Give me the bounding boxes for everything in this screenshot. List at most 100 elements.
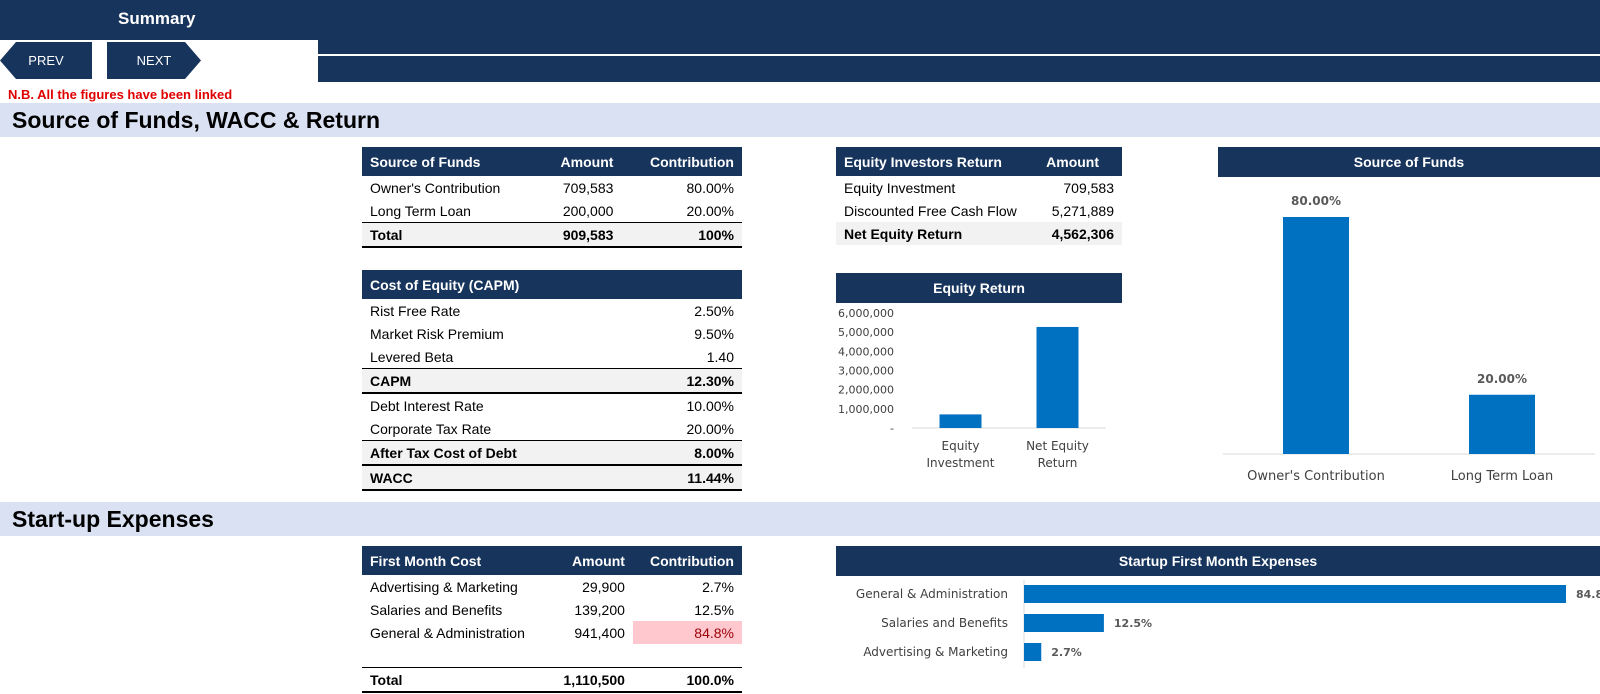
- table-row: Levered Beta 1.40: [362, 345, 742, 369]
- x-tick-label: Owner's Contribution: [1247, 469, 1385, 484]
- section-funds-title: Source of Funds, WACC & Return: [12, 107, 380, 133]
- banner-stripe-lower: [318, 56, 1600, 82]
- table-header: Contribution: [621, 147, 742, 176]
- banner-stripe: [318, 40, 1600, 54]
- row-label: Owner's Contribution: [370, 179, 501, 196]
- table-header: Cost of Equity (CAPM): [362, 270, 742, 299]
- row-label: Rist Free Rate: [370, 302, 461, 319]
- total-amount: 4,562,306: [1038, 222, 1122, 245]
- y-tick-label: 4,000,000: [838, 345, 894, 358]
- row-amount: 941,400: [574, 624, 625, 641]
- table-row: Equity Investment 709,583: [836, 176, 1122, 199]
- row-contribution: 80.00%: [686, 179, 734, 196]
- row-value: 1.40: [706, 348, 734, 365]
- row-amount: 139,200: [574, 601, 625, 618]
- total-label: Net Equity Return: [836, 222, 1039, 245]
- startup-expenses-chart: General & Administration 84.8% Salaries an…: [856, 580, 1600, 668]
- row-label: CAPM: [362, 368, 636, 394]
- row-contribution: 20.00%: [686, 202, 734, 219]
- row-label: Long Term Loan: [370, 202, 471, 219]
- bar: [1469, 394, 1535, 454]
- row-value: 10.00%: [686, 397, 734, 414]
- row-label: Market Risk Premium: [370, 325, 504, 342]
- table-header: Source of Funds: [362, 147, 539, 176]
- row-label: Discounted Free Cash Flow: [844, 202, 1017, 219]
- y-tick-label: 3,000,000: [838, 365, 894, 378]
- y-tick-label: 1,000,000: [838, 403, 894, 416]
- row-amount: 29,900: [582, 578, 625, 595]
- data-label: 20.00%: [1477, 372, 1527, 386]
- y-tick-label: -: [890, 422, 894, 435]
- table-row: General & Administration 941,400 84.8%: [362, 621, 742, 644]
- table-row: Corporate Tax Rate 20.00%: [362, 417, 742, 441]
- x-tick-label: Return: [1038, 456, 1078, 470]
- data-label: 12.5%: [1114, 617, 1152, 630]
- row-label: Advertising & Marketing: [370, 578, 518, 595]
- table-header: Amount: [1038, 147, 1122, 176]
- row-amount: 709,583: [1063, 179, 1114, 196]
- bar: [1024, 643, 1042, 661]
- table-row: Market Risk Premium 9.50%: [362, 322, 742, 345]
- x-tick-label: Investment: [927, 456, 995, 470]
- row-label: WACC: [362, 465, 636, 491]
- table-header: Amount: [548, 546, 633, 575]
- row-amount: 5,271,889: [1051, 202, 1114, 219]
- data-label: 80.00%: [1291, 194, 1341, 208]
- row-label: Corporate Tax Rate: [370, 420, 492, 437]
- y-tick-label: Salaries and Benefits: [881, 616, 1008, 630]
- banner-divider: [318, 54, 1600, 56]
- row-value: 20.00%: [686, 420, 734, 437]
- total-row: Total 909,583 100%: [362, 222, 742, 248]
- section-startup-title: Start-up Expenses: [12, 506, 214, 532]
- total-label: Total: [362, 222, 539, 248]
- total-amount: 909,583: [538, 222, 622, 248]
- row-value: 8.00%: [635, 440, 742, 466]
- table-row: Debt Interest Rate 10.00%: [362, 393, 742, 417]
- section-startup-header: Start-up Expenses: [0, 502, 1600, 536]
- bar: [1283, 217, 1349, 454]
- table-row: Discounted Free Cash Flow 5,271,889: [836, 199, 1122, 222]
- equity-return-chart-title: Equity Return: [836, 273, 1122, 303]
- row-value: 11.44%: [635, 465, 742, 491]
- row-contribution: 2.7%: [702, 578, 734, 595]
- total-amount: 1,110,500: [548, 667, 633, 693]
- row-label: Salaries and Benefits: [370, 601, 503, 618]
- bar: [1036, 326, 1079, 428]
- y-tick-label: 2,000,000: [838, 384, 894, 397]
- linked-note: N.B. All the figures have been linked: [8, 87, 233, 102]
- y-tick-label: Advertising & Marketing: [863, 645, 1008, 659]
- row-value: 9.50%: [694, 325, 734, 342]
- data-label: 2.7%: [1051, 646, 1082, 659]
- spacer-row: [362, 644, 742, 668]
- row-value: 2.50%: [694, 302, 734, 319]
- table-header: First Month Cost: [362, 546, 549, 575]
- row-label: Debt Interest Rate: [370, 397, 484, 414]
- row-amount: 709,583: [562, 179, 614, 196]
- section-funds-header: Source of Funds, WACC & Return: [0, 103, 1600, 137]
- row-label: Levered Beta: [370, 348, 454, 365]
- prev-button[interactable]: PREV: [0, 42, 92, 79]
- row-label: Equity Investment: [844, 179, 956, 196]
- total-row: Total 1,110,500 100.0%: [362, 667, 742, 693]
- data-label: 84.8%: [1576, 588, 1600, 601]
- top-banner: [0, 0, 1600, 40]
- row-label: After Tax Cost of Debt: [362, 440, 636, 466]
- bar: [939, 414, 982, 428]
- x-tick-label: Equity: [942, 439, 980, 453]
- y-tick-label: 6,000,000: [838, 307, 894, 320]
- table-header: Amount: [538, 147, 622, 176]
- x-tick-label: Long Term Loan: [1451, 469, 1553, 484]
- capm-row: CAPM 12.30%: [362, 368, 742, 394]
- row-contribution: 12.5%: [694, 601, 734, 618]
- row-value: 12.30%: [635, 368, 742, 394]
- table-row: Advertising & Marketing 29,900 2.7%: [362, 575, 742, 598]
- equity-return-chart: - 1,000,000 2,000,000 3,000,000 4,000,000 5,0…: [838, 307, 1106, 470]
- total-label: Total: [362, 667, 549, 693]
- total-row: Net Equity Return 4,562,306: [836, 222, 1122, 245]
- next-button[interactable]: NEXT: [107, 42, 201, 79]
- startup-expenses-chart-title: Startup First Month Expenses: [836, 546, 1600, 576]
- source-funds-chart: 80.00% Owner's Contribution 20.00% Long Ter…: [1223, 194, 1595, 484]
- row-contribution-highlight: 84.8%: [632, 621, 742, 644]
- y-tick-label: General & Administration: [856, 587, 1008, 601]
- page-title: Summary: [118, 9, 196, 28]
